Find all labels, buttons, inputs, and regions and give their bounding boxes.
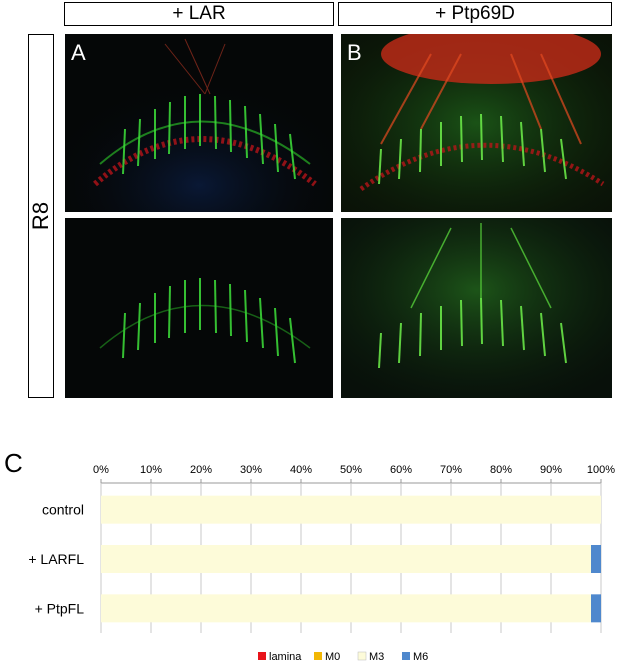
x-tick-label: 80% [490, 464, 512, 476]
bar-segment-m6 [591, 545, 601, 573]
x-tick-label: 60% [390, 464, 412, 476]
x-tick-label: 10% [140, 464, 162, 476]
micrograph-a-merged: A [65, 34, 333, 212]
x-tick-label: 20% [190, 464, 212, 476]
legend-label-m3: M3 [369, 651, 384, 663]
micrograph-b-green-image [341, 218, 612, 398]
panel-label-a: A [71, 40, 86, 65]
figure-label-c: C [4, 448, 23, 478]
micrograph-b-merged-image [341, 34, 612, 212]
micrograph-b-green [341, 218, 612, 398]
legend-swatch-m6 [402, 652, 410, 660]
header-ptp69d-label: + Ptp69D [435, 3, 515, 24]
legend-swatch-m0 [314, 652, 322, 660]
legend-label-m6: M6 [413, 651, 428, 663]
stacked-bar-chart: 0% 10% 20% 30% 40% 50% 60% 70% 80% 90% 100% contro… [28, 464, 615, 663]
x-tick-label: 50% [340, 464, 362, 476]
header-lar-label: + LAR [172, 3, 226, 24]
bar-segment-m6 [591, 594, 601, 623]
legend-label-m0: M0 [325, 651, 340, 663]
x-tick-label: 90% [540, 464, 562, 476]
bar-segment-m3 [101, 545, 591, 573]
x-tick-label: 0% [93, 464, 109, 476]
row-label-box [28, 34, 54, 398]
header-lar: + LAR [64, 2, 334, 26]
micrograph-a-merged-image [65, 34, 333, 212]
legend-swatch-lamina [258, 652, 266, 660]
category-label: + PtpFL [35, 600, 85, 616]
category-label: + LARFL [28, 551, 84, 567]
chart-legend: lamina M0 M3 M6 [258, 651, 428, 663]
chart-x-ticks: 0% 10% 20% 30% 40% 50% 60% 70% 80% 90% 100% [93, 464, 615, 483]
micrograph-b-merged: B [341, 34, 612, 212]
x-tick-label: 30% [240, 464, 262, 476]
legend-label-lamina: lamina [269, 651, 302, 663]
chart-categories: control + LARFL + PtpFL [28, 502, 84, 617]
bar-segment-m3 [101, 594, 591, 623]
x-tick-label: 40% [290, 464, 312, 476]
micrograph-a-green-image [99, 278, 311, 364]
category-label: control [42, 502, 84, 518]
row-label-r8: R8 [28, 201, 53, 231]
panel-label-b: B [347, 40, 362, 65]
x-tick-label: 100% [587, 464, 615, 476]
legend-swatch-m3 [357, 651, 367, 661]
header-ptp69d: + Ptp69D [338, 2, 612, 26]
chart-bars [101, 495, 601, 623]
micrograph-a-green [65, 218, 333, 398]
x-tick-label: 70% [440, 464, 462, 476]
bar-segment-m3 [101, 495, 601, 524]
